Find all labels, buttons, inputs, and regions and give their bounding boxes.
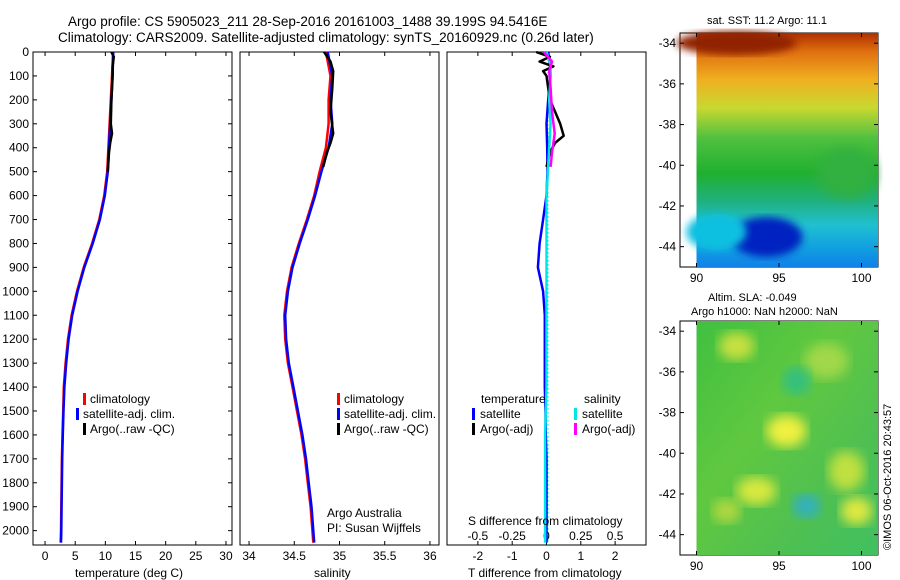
map-x-tick-label: 90	[690, 559, 704, 573]
figure-title-line2: Climatology: CARS2009. Satellite-adjuste…	[58, 30, 594, 45]
map-x-tick-label: 100	[851, 559, 871, 573]
sla-map-panel: Altim. SLA: -0.049 Argo h1000: NaN h2000…	[659, 292, 879, 573]
depth-tick-label: 100	[9, 69, 29, 83]
x-tick-label: 2	[612, 549, 619, 563]
s-diff-tick-label: 0.5	[607, 529, 624, 543]
salinity-xlabel: salinity	[314, 566, 351, 580]
depth-tick-label: 1500	[2, 404, 29, 418]
x-tick-label: -2	[473, 549, 484, 563]
depth-tick-label: 1000	[2, 284, 29, 298]
temperature-legend-2: Argo(..raw -QC)	[90, 422, 175, 436]
depth-tick-label: 1300	[2, 356, 29, 370]
map-y-tick-label: -34	[659, 36, 677, 50]
temperature-legend-1: satellite-adj. clim.	[83, 407, 175, 421]
depth-tick-label: 0	[22, 45, 29, 59]
temperature-legend: climatology satellite-adj. clim. Argo(..…	[76, 392, 175, 436]
series-line	[542, 51, 556, 168]
depth-tick-label: 600	[9, 189, 29, 203]
diff-legend-2: satellite	[582, 407, 623, 421]
x-tick-label: 0	[42, 549, 49, 563]
map-y-tick-label: -36	[659, 77, 677, 91]
depth-tick-label: 500	[9, 165, 29, 179]
series-line	[106, 51, 116, 172]
depth-tick-label: 1200	[2, 332, 29, 346]
depth-tick-label: 900	[9, 260, 29, 274]
map-y-tick-label: -40	[659, 446, 677, 460]
x-tick-label: 34	[242, 549, 256, 563]
map-y-tick-label: -36	[659, 365, 677, 379]
sst-map-panel: sat. SST: 11.2 Argo: 11.1 90 95 100 -34 -36 -…	[659, 15, 879, 285]
x-tick-label: 20	[159, 549, 173, 563]
diff-legend-1: Argo(-adj)	[480, 422, 533, 436]
map-x-tick-label: 100	[851, 271, 871, 285]
x-tick-label: 25	[189, 549, 203, 563]
salinity-legend-1: satellite-adj. clim.	[344, 407, 436, 421]
temperature-xlabel: temperature (deg C)	[75, 566, 183, 580]
salinity-panel: 34 34.5 35 35.5 36 salinity climatology sate…	[239, 51, 440, 580]
difference-panel: -2 -1 0 1 2 -0.5 -0.25 0 0.25 0.5 S difference f…	[446, 50, 647, 580]
sla-map-title: Altim. SLA: -0.049	[708, 292, 797, 304]
x-tick-label: 34.5	[283, 549, 307, 563]
temperature-legend-0: climatology	[90, 392, 150, 406]
imos-credit: ©IMOS 06-Oct-2016 20:43:57	[882, 404, 894, 550]
map-x-tick-label: 90	[690, 271, 704, 285]
map-y-tick-label: -38	[659, 118, 677, 132]
depth-tick-label: 1600	[2, 428, 29, 442]
legend-title-temperature: temperature	[481, 392, 546, 406]
legend-title-salinity: salinity	[584, 392, 621, 406]
s-diff-tick-label: -0.5	[468, 529, 489, 543]
series-line	[283, 51, 334, 543]
salinity-legend: climatology satellite-adj. clim. Argo(..…	[337, 392, 436, 436]
salinity-legend-2: Argo(..raw -QC)	[344, 422, 429, 436]
x-tick-label: 10	[99, 549, 113, 563]
s-diff-tick-label: -0.25	[499, 529, 527, 543]
x-tick-label: 36	[423, 549, 437, 563]
sla-map-subtitle: Argo h1000: NaN h2000: NaN	[691, 306, 838, 318]
argo-australia-credit: Argo Australia	[327, 506, 402, 520]
map-y-tick-label: -44	[659, 528, 677, 542]
salinity-legend-0: climatology	[344, 392, 404, 406]
map-y-tick-label: -42	[659, 199, 677, 213]
depth-tick-label: 300	[9, 117, 29, 131]
map-x-tick-label: 95	[772, 559, 786, 573]
depth-tick-label: 1800	[2, 476, 29, 490]
pi-credit: PI: Susan Wijffels	[327, 521, 421, 535]
depth-tick-label: 1700	[2, 452, 29, 466]
map-y-tick-label: -40	[659, 158, 677, 172]
x-tick-label: 5	[72, 549, 79, 563]
map-x-tick-label: 95	[772, 271, 786, 285]
depth-tick-label: 1400	[2, 380, 29, 394]
x-tick-label: 35.5	[373, 549, 397, 563]
x-tick-label: 15	[129, 549, 143, 563]
x-tick-label: 1	[577, 549, 584, 563]
depth-tick-label: 400	[9, 141, 29, 155]
x-tick-label: -1	[507, 549, 518, 563]
diff-legend-0: satellite	[480, 407, 521, 421]
temperature-panel: 0100200300400500600700800900100011001200…	[2, 45, 646, 580]
map-y-tick-label: -34	[659, 324, 677, 338]
figure-title-line1: Argo profile: CS 5905023_211 28-Sep-2016…	[68, 14, 547, 29]
depth-tick-label: 700	[9, 213, 29, 227]
depth-tick-label: 800	[9, 236, 29, 250]
map-y-tick-label: -42	[659, 487, 677, 501]
depth-tick-label: 1100	[3, 308, 29, 322]
diff-legend-3: Argo(-adj)	[582, 422, 635, 436]
depth-tick-label: 2000	[2, 524, 29, 538]
difference-legend: temperature salinity satellite Argo(-adj…	[472, 392, 635, 436]
series-line	[536, 51, 552, 543]
s-difference-label: S difference from climatology	[468, 514, 623, 528]
x-tick-label: 35	[333, 549, 347, 563]
series-line	[321, 51, 335, 168]
sst-map-title: sat. SST: 11.2 Argo: 11.1	[707, 15, 827, 27]
s-diff-tick-label: 0.25	[569, 529, 593, 543]
x-tick-label: 0	[543, 549, 550, 563]
map-y-tick-label: -38	[659, 406, 677, 420]
series-line	[59, 51, 115, 543]
t-difference-label: T difference from climatology	[468, 566, 622, 580]
depth-tick-label: 1900	[2, 500, 29, 514]
map-y-tick-label: -44	[659, 240, 677, 254]
depth-tick-label: 200	[9, 93, 29, 107]
x-tick-label: 30	[219, 549, 233, 563]
